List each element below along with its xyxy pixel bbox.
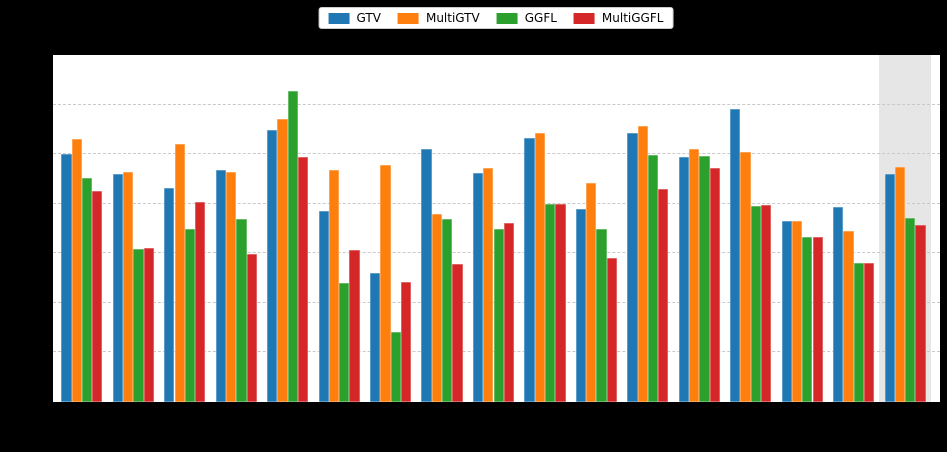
bar-gtv-group-3 <box>164 187 175 402</box>
bar-ggfl-group-5 <box>287 90 298 402</box>
legend: GTV MultiGTV GGFL MultiGGFL <box>318 7 674 29</box>
bar-gtv-group-4 <box>215 169 226 402</box>
bar-gtv-group-17 <box>884 173 895 402</box>
bar-multiggfl-group-10 <box>555 204 566 402</box>
bar-gtv-group-13 <box>678 157 689 402</box>
bar-multiggfl-group-3 <box>195 202 206 402</box>
bar-multigtv-group-4 <box>225 171 237 402</box>
ggfl-legend-swatch-icon <box>496 12 518 24</box>
legend-entry-gtv: GTV <box>328 11 381 25</box>
bar-multiggfl-group-2 <box>143 247 154 402</box>
bar-multiggfl-group-17 <box>915 225 926 402</box>
bar-ggfl-group-3 <box>184 228 196 402</box>
bar-multigtv-group-8 <box>431 213 443 402</box>
bar-gtv-group-14 <box>730 109 741 402</box>
bar-gtv-group-6 <box>318 211 329 402</box>
bar-gtv-group-1 <box>61 153 72 402</box>
bar-multiggfl-group-9 <box>503 222 515 402</box>
bar-multiggfl-group-7 <box>400 281 412 402</box>
bar-multigtv-group-15 <box>791 220 803 402</box>
bar-multigtv-group-12 <box>637 125 648 402</box>
bar-gtv-group-2 <box>112 174 124 402</box>
bar-multigtv-group-7 <box>380 165 391 402</box>
bar-ggfl-group-16 <box>853 262 864 402</box>
gtv-legend-swatch-icon <box>328 12 350 24</box>
bar-gtv-group-10 <box>524 137 535 402</box>
bar-multigtv-group-11 <box>586 183 597 402</box>
bar-multiggfl-group-12 <box>658 188 669 402</box>
bar-multigtv-group-1 <box>71 139 82 402</box>
bar-multigtv-group-16 <box>843 231 854 402</box>
bar-multigtv-group-17 <box>894 166 906 402</box>
bar-ggfl-group-6 <box>339 282 350 402</box>
bar-multigtv-group-5 <box>277 119 288 402</box>
legend-entry-multigtv: MultiGTV <box>397 11 480 25</box>
bar-multiggfl-group-11 <box>606 257 617 402</box>
legend-label-gtv: GTV <box>356 11 381 25</box>
bar-ggfl-group-8 <box>442 218 453 402</box>
bar-ggfl-group-14 <box>750 205 762 402</box>
bar-ggfl-group-13 <box>699 155 710 402</box>
bar-multigtv-group-13 <box>689 149 700 402</box>
bar-multiggfl-group-14 <box>761 204 772 402</box>
bar-ggfl-group-1 <box>81 177 93 402</box>
legend-label-multigtv: MultiGTV <box>425 11 480 25</box>
multigtv-legend-swatch-icon <box>397 12 419 24</box>
bar-multigtv-group-9 <box>483 167 494 402</box>
y-gridline <box>53 153 940 155</box>
bar-gtv-group-16 <box>833 206 844 402</box>
bar-ggfl-group-17 <box>905 217 916 402</box>
bar-multigtv-group-2 <box>123 172 134 402</box>
bar-multiggfl-group-6 <box>349 250 360 402</box>
bar-multiggfl-group-16 <box>863 262 875 402</box>
bar-gtv-group-5 <box>267 129 278 402</box>
bar-ggfl-group-7 <box>390 331 401 402</box>
legend-label-ggfl: GGFL <box>524 11 557 25</box>
bar-gtv-group-12 <box>627 132 638 402</box>
bar-ggfl-group-11 <box>596 228 607 402</box>
bar-multiggfl-group-5 <box>298 157 309 402</box>
y-gridline <box>53 103 940 105</box>
bar-ggfl-group-12 <box>647 155 659 402</box>
y-gridline <box>53 202 940 204</box>
bar-ggfl-group-9 <box>493 228 504 402</box>
bar-ggfl-group-15 <box>802 236 813 402</box>
legend-entry-multiggfl: MultiGGFL <box>573 11 664 25</box>
bar-ggfl-group-2 <box>133 248 144 402</box>
bar-multiggfl-group-4 <box>246 254 257 402</box>
bar-gtv-group-7 <box>370 272 381 402</box>
bar-multiggfl-group-1 <box>92 191 103 402</box>
bar-ggfl-group-4 <box>236 219 247 402</box>
plot-area <box>53 55 940 402</box>
legend-entry-ggfl: GGFL <box>496 11 557 25</box>
bar-gtv-group-8 <box>421 149 432 402</box>
bar-multiggfl-group-15 <box>812 236 823 402</box>
bar-multiggfl-group-13 <box>709 168 720 402</box>
bar-multigtv-group-10 <box>534 133 545 402</box>
bar-multigtv-group-3 <box>174 143 185 402</box>
multiggfl-legend-swatch-icon <box>573 12 595 24</box>
legend-label-multiggfl: MultiGGFL <box>601 11 664 25</box>
bar-ggfl-group-10 <box>544 204 556 402</box>
bar-gtv-group-15 <box>781 220 792 402</box>
bar-gtv-group-11 <box>575 208 587 402</box>
bar-multigtv-group-14 <box>740 152 751 402</box>
bar-multigtv-group-6 <box>328 169 340 402</box>
bar-gtv-group-9 <box>472 172 484 402</box>
bar-multiggfl-group-8 <box>452 264 463 402</box>
